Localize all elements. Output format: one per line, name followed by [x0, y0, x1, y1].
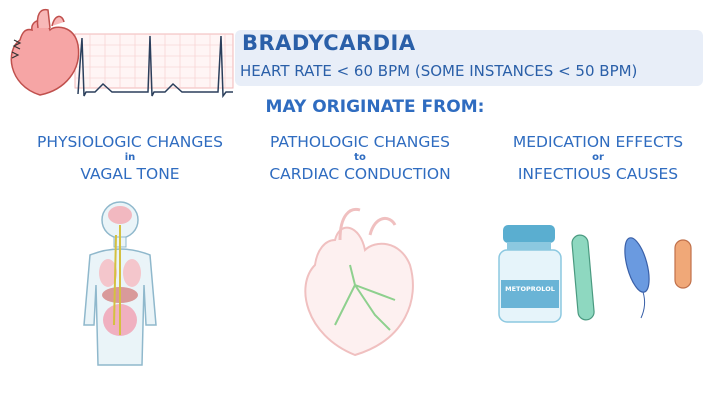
cause-column-pathologic: PATHOLOGIC CHANGES to CARDIAC CONDUCTION — [240, 132, 480, 184]
heart-ecg-illustration — [10, 8, 234, 99]
page-title: BRADYCARDIA — [242, 31, 416, 55]
medication-and-bacteria-icon: METOPROLOL — [498, 225, 692, 323]
cause-line1: MEDICATION EFFECTS — [512, 133, 684, 151]
cause-line2: VAGAL TONE — [80, 165, 180, 183]
cause-line2: CARDIAC CONDUCTION — [269, 165, 451, 183]
medication-vial-icon: METOPROLOL — [498, 225, 562, 323]
bacteria-icon — [571, 234, 692, 321]
section-heading: MAY ORIGINATE FROM: — [265, 97, 485, 117]
cause-column-physiologic: PHYSIOLOGIC CHANGES in VAGAL TONE — [10, 132, 250, 184]
heart-icon — [10, 8, 80, 96]
heart-conduction-icon — [304, 207, 414, 357]
definition-band — [235, 30, 703, 86]
cause-connector: or — [592, 152, 604, 163]
cause-connector: to — [354, 152, 366, 163]
ecg-grid — [74, 33, 234, 89]
ecg-trace — [77, 35, 233, 99]
human-body-icon — [83, 201, 157, 366]
cause-column-medication: MEDICATION EFFECTS or INFECTIOUS CAUSES — [478, 132, 718, 184]
vial-label: METOPROLOL — [505, 285, 555, 293]
cause-line2: INFECTIOUS CAUSES — [517, 165, 679, 183]
cause-line1: PHYSIOLOGIC CHANGES — [36, 133, 223, 151]
definition-text: HEART RATE < 60 BPM (SOME INSTANCES < 50… — [240, 62, 638, 80]
cause-line1: PATHOLOGIC CHANGES — [269, 133, 450, 151]
cause-connector: in — [124, 152, 136, 163]
